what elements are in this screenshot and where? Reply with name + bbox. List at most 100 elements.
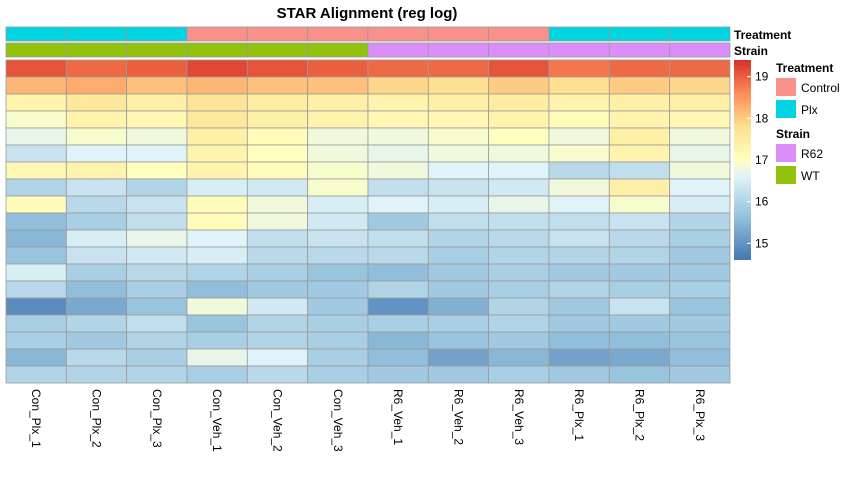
heatmap-cell xyxy=(307,365,369,384)
heatmap-cell xyxy=(608,263,671,282)
heatmap-cell xyxy=(307,212,369,231)
heatmap-cell xyxy=(307,348,369,367)
annotation-legend: Treatment Control Plx Strain R62 WT xyxy=(776,61,840,184)
heatmap-cell xyxy=(427,348,490,367)
heatmap-cell xyxy=(427,195,490,214)
heatmap-cell xyxy=(246,297,309,316)
heatmap-cell xyxy=(65,127,128,146)
heatmap-cell xyxy=(246,331,309,350)
annotation-cell-treatment xyxy=(307,26,369,42)
heatmap-cell xyxy=(126,195,188,214)
scale-tick-label: 17 xyxy=(755,153,769,167)
heatmap-cell xyxy=(65,59,128,78)
color-scale-legend: 15 16 17 18 19 xyxy=(734,60,769,260)
annotation-cell-treatment xyxy=(246,26,309,42)
legend-title: Treatment xyxy=(776,61,833,75)
heatmap-cell xyxy=(126,365,188,384)
column-label: Con_Plx_1 xyxy=(29,389,43,448)
column-label: Con_Plx_3 xyxy=(150,389,164,448)
heatmap-cell xyxy=(5,246,67,265)
heatmap-cell xyxy=(307,76,369,95)
heatmap-cell xyxy=(126,348,188,367)
heatmap-cell xyxy=(669,263,731,282)
annotation-cell-strain xyxy=(126,42,188,58)
heatmap-cell xyxy=(186,93,248,112)
annotation-cell-treatment xyxy=(5,26,67,42)
heatmap-cell xyxy=(246,263,309,282)
annotation-cell-strain xyxy=(367,42,429,58)
heatmap-cell xyxy=(548,59,610,78)
heatmap-cell xyxy=(65,195,128,214)
heatmap-cell xyxy=(186,76,248,95)
annotation-cell-strain xyxy=(186,42,248,58)
heatmap-cell xyxy=(65,348,128,367)
heatmap-cell xyxy=(367,280,429,299)
heatmap-cells xyxy=(5,59,731,384)
heatmap-cell xyxy=(367,365,429,384)
column-labels: Con_Plx_1 Con_Plx_2 Con_Plx_3 Con_Veh_1 Con_… xyxy=(29,389,707,452)
heatmap-cell xyxy=(488,348,550,367)
annotation-bars: Treatment Strain xyxy=(5,26,791,58)
heatmap-cell xyxy=(669,229,731,248)
heatmap-cell xyxy=(367,229,429,248)
heatmap-cell xyxy=(608,280,671,299)
heatmap-cell xyxy=(669,348,731,367)
heatmap-cell xyxy=(669,212,731,231)
heatmap-cell xyxy=(608,348,671,367)
heatmap-cell xyxy=(608,161,671,180)
heatmap-cell xyxy=(488,212,550,231)
annotation-row-label: Treatment xyxy=(734,28,791,42)
annotation-cell-strain xyxy=(488,42,550,58)
heatmap-cell xyxy=(669,59,731,78)
scale-tick-label: 15 xyxy=(755,236,769,250)
heatmap-cell xyxy=(367,263,429,282)
heatmap-cell xyxy=(367,144,429,163)
annotation-cell-treatment xyxy=(65,26,128,42)
annotation-cell-strain xyxy=(608,42,671,58)
legend-swatch xyxy=(776,78,796,96)
heatmap-cell xyxy=(367,110,429,129)
annotation-cell-treatment xyxy=(548,26,610,42)
heatmap-cell xyxy=(427,93,490,112)
legend-swatch xyxy=(776,100,796,118)
heatmap-cell xyxy=(307,59,369,78)
heatmap-cell xyxy=(669,93,731,112)
heatmap-cell xyxy=(5,93,67,112)
heatmap-cell xyxy=(548,127,610,146)
annotation-cell-treatment xyxy=(608,26,671,42)
annotation-cell-treatment xyxy=(126,26,188,42)
column-label: Con_Veh_3 xyxy=(331,389,345,452)
color-scale-bar xyxy=(734,60,751,260)
annotation-cell-strain xyxy=(307,42,369,58)
scale-tick-label: 18 xyxy=(755,111,769,125)
heatmap-cell xyxy=(126,110,188,129)
heatmap-cell xyxy=(669,161,731,180)
heatmap-cell xyxy=(367,212,429,231)
legend-swatch xyxy=(776,166,796,184)
heatmap-cell xyxy=(669,297,731,316)
heatmap-cell xyxy=(186,161,248,180)
heatmap-cell xyxy=(5,331,67,350)
heatmap-cell xyxy=(65,297,128,316)
heatmap-cell xyxy=(367,331,429,350)
heatmap-cell xyxy=(5,161,67,180)
heatmap-cell xyxy=(126,246,188,265)
heatmap-cell xyxy=(5,365,67,384)
heatmap-cell xyxy=(608,331,671,350)
heatmap-cell xyxy=(307,195,369,214)
heatmap-cell xyxy=(65,110,128,129)
annotation-cell-strain xyxy=(669,42,731,58)
column-label: R6_Plx_3 xyxy=(693,389,707,441)
heatmap-cell xyxy=(669,314,731,333)
annotation-cell-treatment xyxy=(669,26,731,42)
heatmap-cell xyxy=(65,212,128,231)
heatmap-cell xyxy=(669,76,731,95)
heatmap-cell xyxy=(608,365,671,384)
heatmap-cell xyxy=(5,195,67,214)
heatmap-cell xyxy=(488,144,550,163)
annotation-cell-strain xyxy=(65,42,128,58)
heatmap-cell xyxy=(65,178,128,197)
heatmap-cell xyxy=(307,178,369,197)
heatmap-cell xyxy=(246,110,309,129)
